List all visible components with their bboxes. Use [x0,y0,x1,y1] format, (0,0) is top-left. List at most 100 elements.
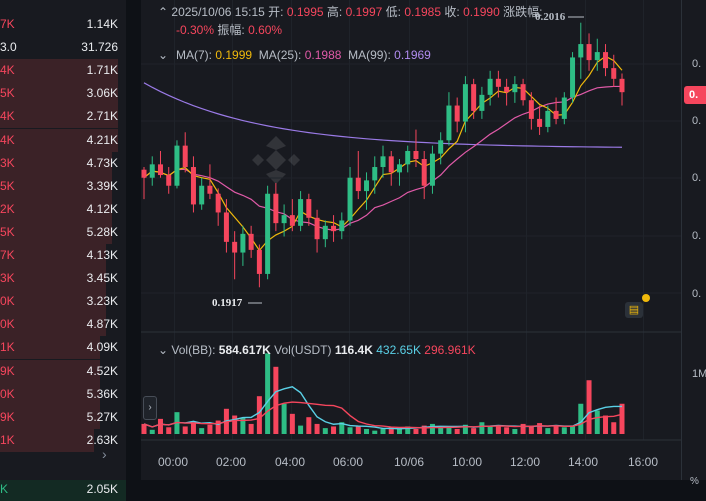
orderbook-amount: 4.13K [86,248,118,262]
x-tick-label: 12:00 [510,455,541,469]
volume-bar [429,423,435,434]
volume-bar [421,425,427,434]
orderbook-row[interactable]: 0K 4.87K [0,313,126,337]
volume-bar [380,428,386,434]
ma-legend: MA(7): 0.1999 MA(25): 0.1988 MA(99): 0.1… [176,48,431,62]
orderbook-row[interactable]: 5K 3.06K [0,82,126,106]
orderbook-amount: 2.63K [86,432,118,447]
orderbook-row[interactable]: 0K 3.23K [0,290,126,314]
orderbook-amount: 4.52K [86,363,118,378]
low-value: 0.1985 [404,5,442,19]
orderbook-row[interactable]: 1K 4.09K [0,336,126,360]
x-tick-label: 10:00 [452,455,483,469]
candle-body [306,199,312,218]
x-tick-label: 00:00 [158,455,189,469]
orderbook-price: 2K [0,201,15,216]
orderbook-row[interactable]: 4K 1.71K [0,59,126,83]
volume-bar [611,422,617,434]
orderbook-row[interactable]: 9K 5.27K [0,405,126,429]
candle-body [372,167,378,181]
orderbook-price: 1K [0,340,15,355]
volume-bar [528,426,534,434]
candle-body [520,84,526,101]
volume-bar [388,427,394,434]
orderbook-amount: 3.06K [86,86,118,101]
orderbook-row[interactable]: 3K 4.73K [0,151,126,175]
ohlc-bar: ⌃ 2025/10/06 15:15 开: 0.1995 高: 0.1997 低… [158,3,542,20]
low-label: 低: [385,5,401,19]
candle-body [396,164,402,173]
orderbook-row[interactable]: 7K 4.13K [0,244,126,267]
depth-bar [0,174,113,198]
vol-usdt-value: 116.4K [334,343,373,357]
orderbook-row[interactable]: 7K 1.14K [0,13,126,36]
depth-bar [0,151,113,175]
volume-bar [520,423,526,434]
price-axis [681,0,706,480]
orderbook-row[interactable]: 5K 5.28K [0,220,126,244]
orderbook-row[interactable]: 3K 3.45K [0,267,126,291]
volume-bar [182,426,188,434]
candle-body [190,167,196,205]
candle-body [141,169,147,178]
orderbook-amount: 3.45K [86,271,118,286]
volume-bar [545,428,551,434]
volume-bar [537,423,543,434]
orderbook-row[interactable]: 4K 4.21K [0,128,126,152]
candle-body [545,110,551,127]
depth-bar [0,428,95,452]
orderbook-price: 4K [0,132,15,147]
candle-body [322,225,328,240]
orderbook-row[interactable]: 5K 3.39K [0,174,126,198]
candle-body [528,100,534,119]
orderbook-price: 3.0 [0,40,17,55]
orderbook-row[interactable]: 0K 5.36K [0,382,126,406]
vol-usdt-label: Vol(USDT) [274,343,332,357]
volume-bar [479,422,485,434]
high-value: 0.1997 [345,5,383,19]
candle-body [289,215,295,226]
orderbook-row[interactable]: 1K 2.63K [0,428,126,452]
volume-bar [347,427,353,434]
high-annotation: 0.2016 [535,11,566,23]
bottom-bar: K 2.05K % [0,476,706,501]
orderbook-amount: 4.21K [86,132,118,147]
y-tick: 0. [692,58,702,70]
volume-bar [322,428,328,434]
orderbook-row[interactable]: 9K 4.52K [0,359,126,383]
candle-body [570,57,576,98]
candle-body [182,145,188,168]
orderbook-row[interactable]: 4K 2.71K [0,105,126,129]
high-label: 高: [326,5,343,19]
x-tick-label: 16:00 [628,455,659,469]
note-icon[interactable]: ▤ [625,302,643,318]
vol-ma2-value: 296.961K [424,343,476,357]
candle-body [256,249,262,274]
amplitude-value: 0.60% [248,23,283,37]
candle-body [380,156,386,168]
orderbook-amount: 1.14K [86,17,118,31]
amplitude-label: 振幅: [217,23,245,37]
volume-bar [331,426,337,434]
ma99-line [143,82,623,148]
candle-body [454,105,460,122]
x-tick-label: 04:00 [275,455,306,469]
volume-bar [232,415,238,434]
caret-icon[interactable]: ⌄ [158,343,169,357]
orderbook-price: 7K [0,17,15,31]
orderbook-amount: 5.27K [86,409,118,424]
y-tick: 0. [692,230,702,242]
orderbook-amount: 5.36K [86,386,118,401]
ma99-label: MA(99): [348,48,391,62]
candle-body [281,215,287,224]
orderbook-row[interactable]: 3.0 31.726 [0,36,126,59]
chevron-right-icon[interactable]: › [102,446,107,462]
eye-icon[interactable]: ⌄ [158,48,169,62]
binance-watermark [252,136,300,184]
orderbook-amount: 4.87K [86,317,118,332]
panel-toggle-handle[interactable]: › [143,396,157,420]
volume-bar [471,428,477,434]
orderbook-row[interactable]: 2K 4.12K [0,197,126,221]
depth-bar [0,220,113,244]
candle-body [413,150,419,159]
